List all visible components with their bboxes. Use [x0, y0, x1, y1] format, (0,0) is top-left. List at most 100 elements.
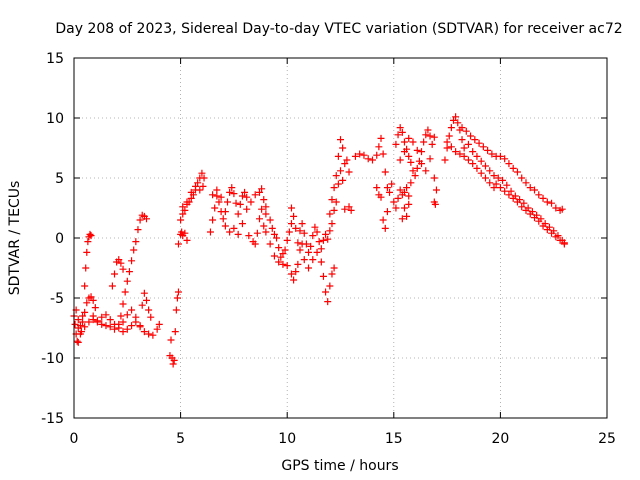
- x-tick-label: 15: [385, 431, 403, 447]
- data-point-marker: [430, 198, 438, 206]
- data-point-marker: [426, 155, 434, 163]
- data-point-marker: [375, 143, 383, 151]
- data-point-marker: [377, 134, 385, 142]
- y-tick-label: 0: [55, 231, 64, 247]
- data-point-marker: [422, 131, 430, 139]
- data-point-marker: [424, 126, 432, 134]
- data-point-marker: [300, 229, 308, 237]
- data-point-marker: [79, 312, 87, 320]
- data-point-marker: [82, 264, 90, 272]
- y-tick-label: 15: [46, 51, 64, 67]
- data-point-marker: [258, 185, 266, 193]
- data-point-marker: [300, 256, 308, 264]
- data-point-marker: [138, 301, 146, 309]
- data-point-marker: [400, 138, 408, 146]
- data-point-marker: [337, 167, 344, 175]
- data-point-marker: [313, 228, 321, 236]
- data-point-marker: [445, 132, 453, 140]
- y-tick-label: -5: [50, 291, 64, 307]
- data-point-marker: [230, 190, 238, 198]
- data-point-marker: [313, 248, 321, 256]
- data-point-marker: [492, 180, 500, 188]
- data-point-marker: [170, 356, 178, 364]
- data-point-marker: [209, 191, 217, 199]
- data-point-marker: [108, 282, 116, 290]
- x-tick-label: 0: [70, 431, 79, 447]
- data-point-marker: [531, 186, 539, 194]
- data-point-marker: [228, 184, 236, 192]
- data-point-marker: [200, 174, 208, 182]
- data-point-marker: [458, 136, 466, 144]
- data-point-marker: [326, 227, 334, 235]
- data-point-marker: [394, 131, 402, 139]
- data-point-marker: [106, 323, 114, 331]
- data-point-marker: [405, 192, 413, 200]
- data-point-marker: [526, 184, 534, 192]
- data-point-marker: [215, 198, 223, 206]
- data-point-marker: [149, 331, 157, 339]
- data-point-marker: [460, 152, 468, 160]
- data-point-marker: [262, 228, 270, 236]
- x-tick-label: 25: [598, 431, 616, 447]
- data-point-marker: [255, 188, 263, 196]
- data-point-marker: [294, 239, 302, 247]
- data-point-marker: [426, 132, 434, 140]
- data-point-marker: [319, 272, 327, 280]
- x-axis-label: GPS time / hours: [281, 458, 398, 474]
- data-point-marker: [91, 304, 99, 312]
- data-point-marker: [418, 160, 426, 168]
- data-point-marker: [136, 216, 144, 224]
- data-point-marker: [486, 167, 494, 175]
- data-point-marker: [420, 138, 428, 146]
- data-point-marker: [513, 198, 521, 206]
- data-point-marker: [98, 320, 106, 328]
- data-point-marker: [441, 156, 449, 164]
- data-point-marker: [469, 160, 477, 168]
- data-point-marker: [89, 312, 97, 320]
- data-point-marker: [192, 182, 200, 190]
- data-point-marker: [219, 215, 227, 223]
- data-point-marker: [339, 144, 347, 152]
- data-point-marker: [277, 253, 285, 261]
- data-point-marker: [334, 180, 342, 188]
- data-point-marker: [221, 222, 229, 230]
- data-point-marker: [258, 205, 266, 213]
- data-point-marker: [177, 216, 185, 224]
- data-point-marker: [275, 244, 283, 252]
- data-point-marker: [287, 204, 295, 212]
- data-point-marker: [513, 168, 521, 176]
- data-point-marker: [356, 150, 364, 158]
- data-point-marker: [287, 270, 295, 278]
- data-point-marker: [560, 240, 568, 248]
- data-point-marker: [535, 191, 543, 199]
- data-point-marker: [262, 203, 270, 211]
- data-point-marker: [172, 306, 180, 314]
- data-point-marker: [187, 194, 195, 202]
- data-point-marker: [128, 322, 136, 330]
- data-point-marker: [499, 176, 507, 184]
- data-point-marker: [509, 194, 517, 202]
- data-point-marker: [392, 140, 400, 148]
- data-point-marker: [383, 184, 391, 192]
- data-point-marker: [400, 204, 408, 212]
- data-point-marker: [251, 191, 259, 199]
- data-point-marker: [198, 169, 206, 177]
- data-point-marker: [309, 256, 317, 264]
- data-point-marker: [496, 184, 504, 192]
- data-point-marker: [268, 224, 276, 232]
- data-point-marker: [77, 328, 85, 336]
- data-point-marker: [209, 216, 217, 224]
- data-point-marker: [283, 236, 291, 244]
- data-point-marker: [71, 320, 79, 328]
- data-point-marker: [89, 296, 97, 304]
- data-point-marker: [119, 300, 127, 308]
- data-point-marker: [326, 282, 334, 290]
- data-point-marker: [179, 203, 187, 211]
- data-point-marker: [181, 229, 189, 237]
- data-point-marker: [102, 311, 110, 319]
- data-point-marker: [213, 186, 221, 194]
- data-point-marker: [471, 136, 479, 144]
- data-point-marker: [452, 113, 460, 121]
- data-point-marker: [390, 198, 398, 206]
- data-point-marker: [221, 208, 229, 216]
